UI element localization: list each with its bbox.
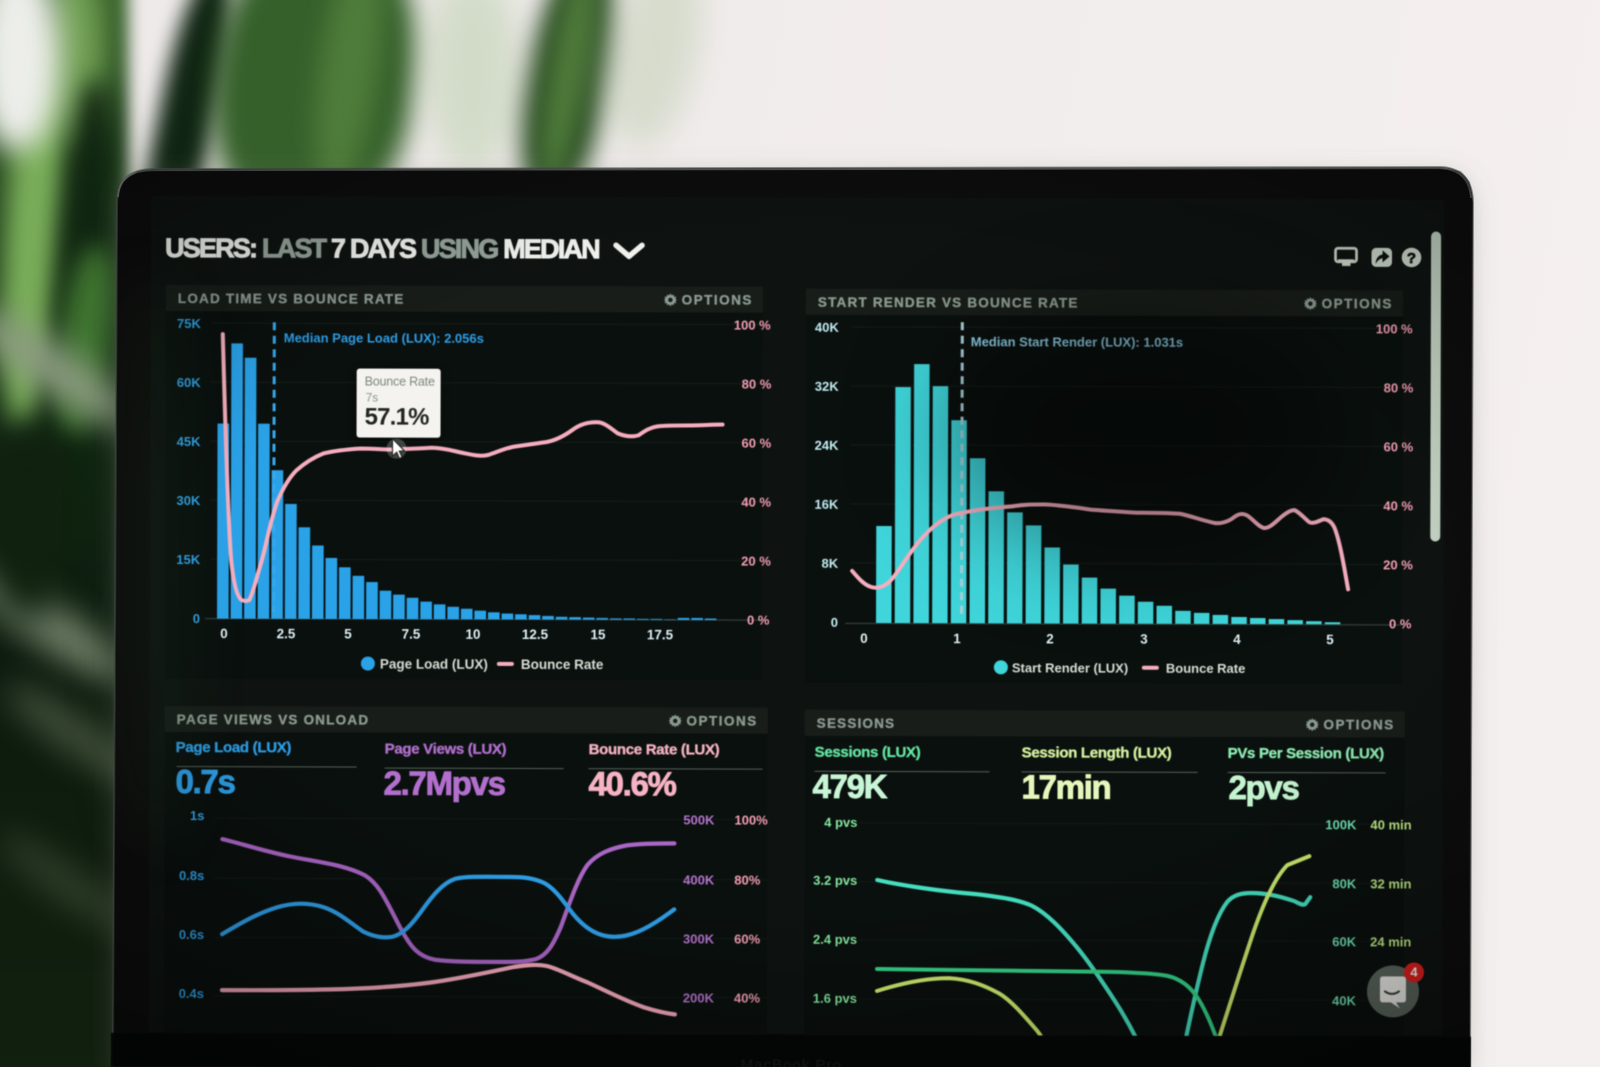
- svg-text:3: 3: [1140, 632, 1148, 647]
- svg-text:17.5: 17.5: [647, 627, 674, 642]
- svg-text:2: 2: [1046, 631, 1054, 646]
- svg-text:5: 5: [1326, 632, 1334, 647]
- svg-text:15: 15: [590, 627, 606, 642]
- svg-text:1: 1: [953, 631, 961, 646]
- svg-text:Page Load (LUX): Page Load (LUX): [380, 657, 488, 672]
- svg-text:12.5: 12.5: [522, 627, 549, 642]
- svg-text:Start Render (LUX): Start Render (LUX): [1012, 660, 1128, 675]
- svg-text:Bounce Rate: Bounce Rate: [1166, 661, 1246, 676]
- svg-text:?: ?: [1407, 250, 1416, 267]
- svg-text:7.5: 7.5: [402, 627, 421, 642]
- svg-text:0: 0: [220, 626, 228, 641]
- svg-text:4: 4: [1233, 632, 1241, 647]
- svg-text:10: 10: [465, 627, 480, 642]
- svg-text:2.5: 2.5: [277, 626, 296, 641]
- svg-text:0: 0: [860, 631, 868, 646]
- svg-text:5: 5: [344, 626, 352, 641]
- svg-text:Bounce Rate: Bounce Rate: [521, 657, 604, 672]
